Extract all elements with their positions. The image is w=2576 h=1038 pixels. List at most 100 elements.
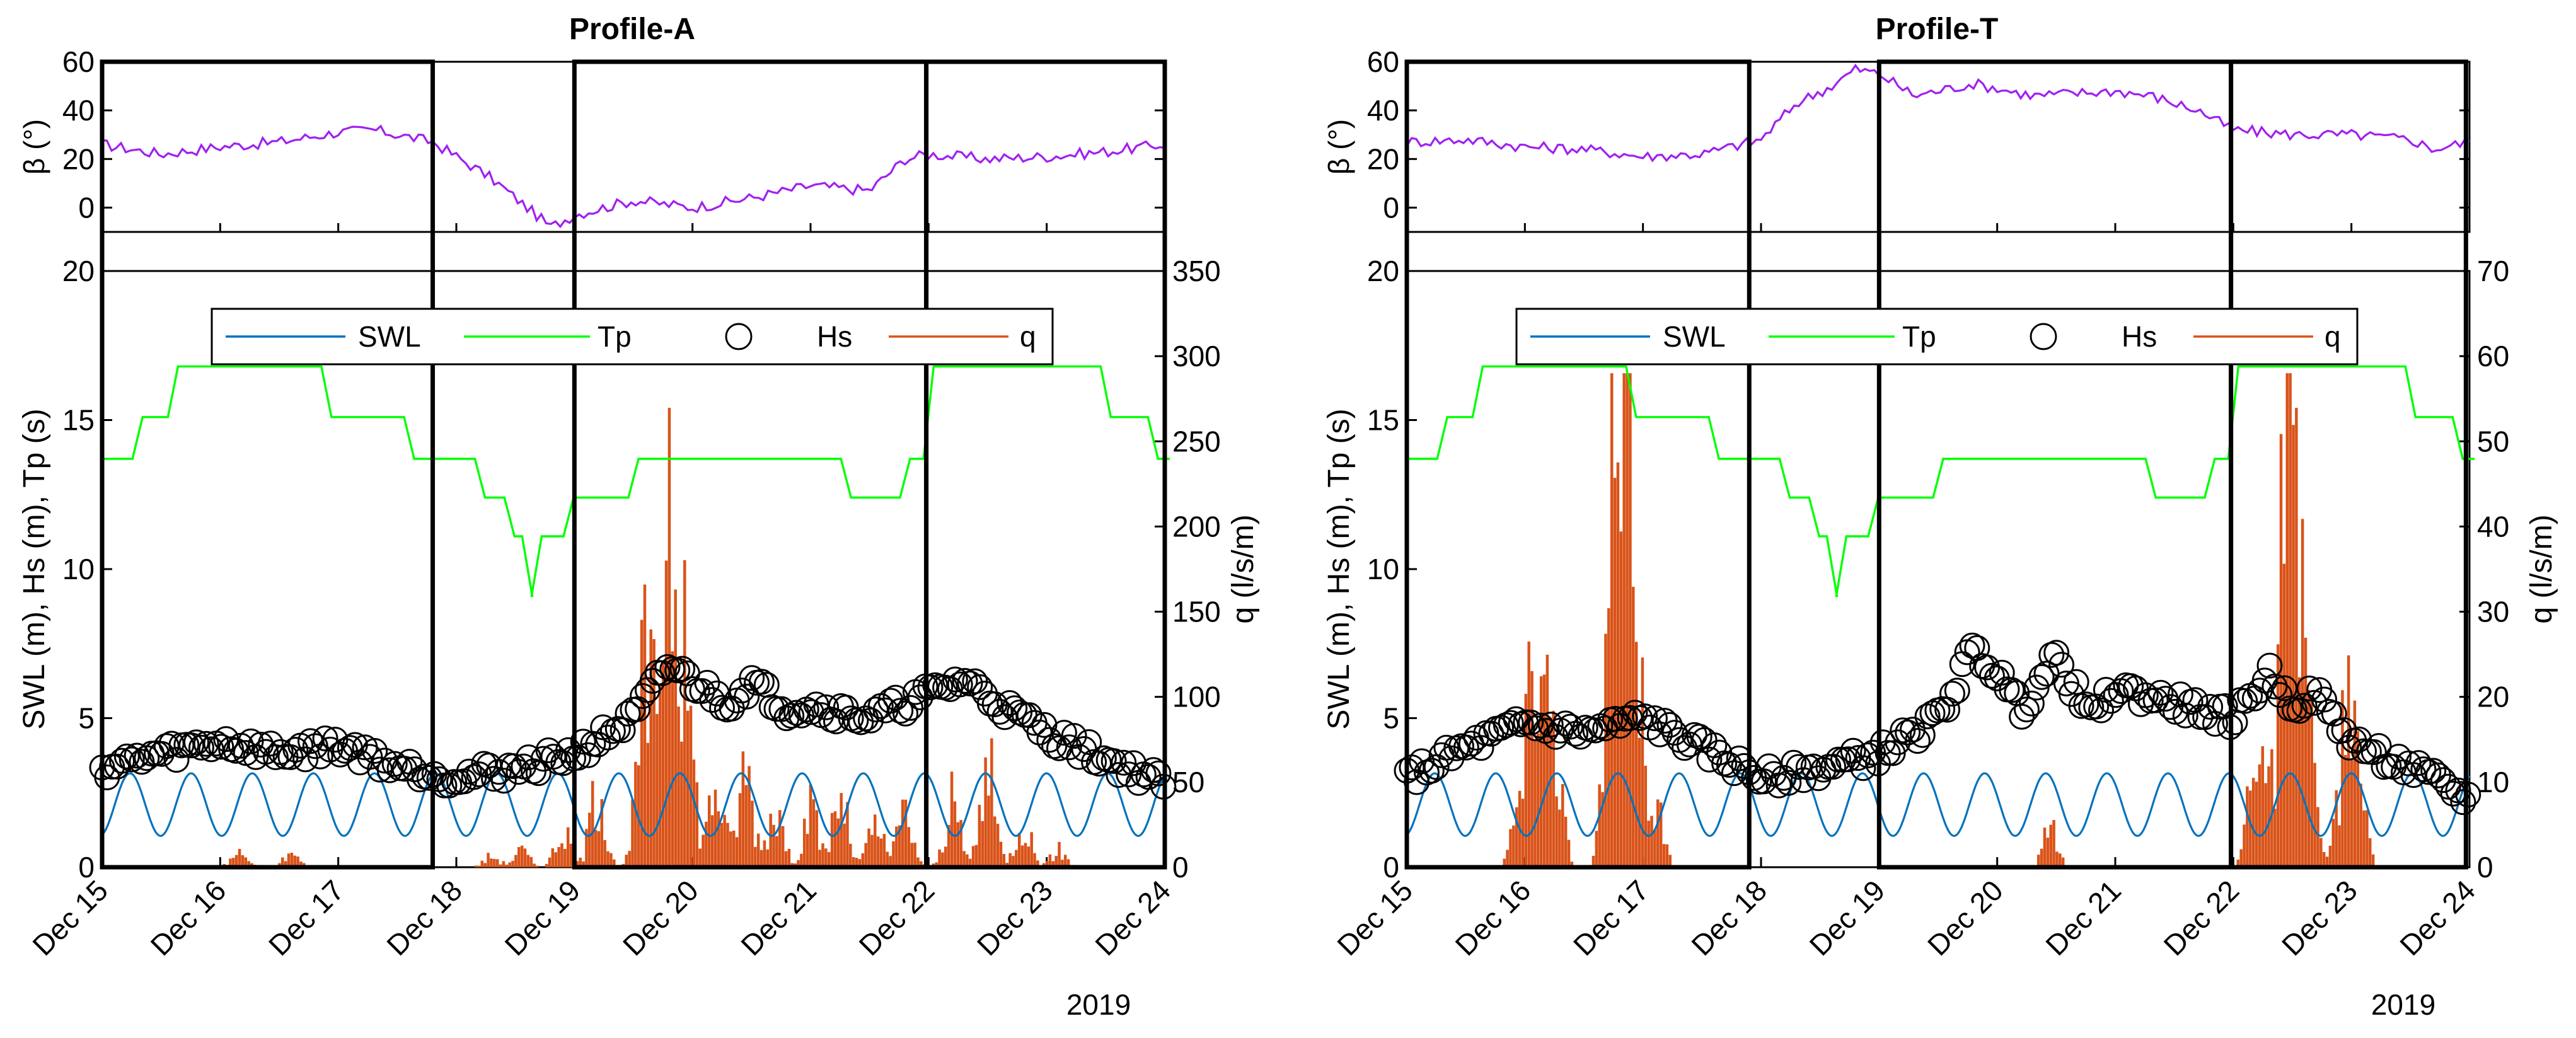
- q-bar: [1641, 657, 1644, 867]
- q-bar: [775, 836, 778, 867]
- q-bar: [2276, 644, 2280, 867]
- q-bar: [2292, 425, 2295, 867]
- q-bar: [962, 851, 966, 867]
- xtick-label: Dec 20: [616, 874, 705, 962]
- q-bar: [287, 853, 291, 867]
- q-bar: [560, 843, 563, 867]
- xtick-label: Dec 23: [2275, 874, 2364, 962]
- q-bar: [2255, 781, 2258, 867]
- hs-point: [565, 744, 591, 771]
- q-bar: [2261, 746, 2265, 867]
- hs-point: [2331, 717, 2357, 744]
- q-bar: [1512, 825, 1515, 867]
- q-bar: [2264, 783, 2267, 867]
- q-bar: [508, 862, 511, 867]
- q-bar: [855, 858, 858, 867]
- q-bar: [232, 858, 235, 867]
- main-ytick-right-label: 50: [2477, 425, 2509, 458]
- q-bar: [717, 811, 720, 867]
- q-bar: [656, 713, 659, 867]
- q-bar: [2273, 809, 2277, 867]
- q-bar: [901, 799, 904, 867]
- q-bar: [778, 810, 782, 867]
- xtick-label: Dec 20: [1921, 874, 2009, 962]
- main-ytick-left-label: 0: [1383, 851, 1399, 884]
- q-bar: [846, 802, 849, 867]
- main-ytick-left-label: 0: [78, 851, 95, 884]
- q-bar: [588, 812, 591, 867]
- beta-ytick-label: 0: [1383, 191, 1399, 224]
- xtick-label: Dec 22: [853, 874, 941, 962]
- xtick-label: Dec 17: [262, 874, 350, 962]
- q-bar: [910, 843, 913, 867]
- hs-point: [639, 667, 666, 694]
- hs-point: [238, 728, 264, 754]
- q-bar: [1061, 860, 1064, 867]
- q-bar: [935, 862, 938, 867]
- beta-axes-frame: [1406, 61, 2471, 233]
- beta-ytick-label: 0: [78, 191, 95, 224]
- hs-point: [481, 766, 507, 792]
- main-ytick-right-label: 70: [2477, 255, 2509, 287]
- q-bar: [956, 822, 960, 867]
- q-bar: [1017, 833, 1021, 867]
- q-bar: [895, 826, 898, 867]
- q-bar: [533, 863, 536, 867]
- q-bar: [603, 839, 606, 867]
- hs-point: [2212, 693, 2238, 719]
- q-bar: [1570, 862, 1574, 867]
- hs-point: [500, 753, 527, 780]
- q-bar: [493, 858, 496, 867]
- hs-point: [947, 671, 973, 698]
- hs-point: [2321, 700, 2347, 727]
- q-bar: [760, 850, 763, 867]
- hs-point: [986, 698, 1013, 725]
- q-bar: [238, 848, 241, 867]
- q-bar: [296, 856, 299, 867]
- q-bar: [879, 838, 883, 867]
- q-bar: [1012, 856, 1015, 867]
- beta-ylabel: β (°): [18, 119, 50, 175]
- q-bar: [299, 862, 303, 867]
- xtick-label: Dec 16: [1449, 874, 1537, 962]
- q-bar: [941, 852, 944, 867]
- q-bar: [241, 855, 245, 867]
- q-bar: [812, 799, 816, 867]
- hs-point: [1904, 728, 1931, 754]
- profile-t-title: Profile-T: [1876, 13, 1999, 46]
- q-bar: [2365, 810, 2369, 867]
- main-ytick-right-label: 250: [1172, 425, 1221, 458]
- q-bar: [692, 759, 696, 867]
- hs-point: [1909, 722, 1936, 748]
- q-bar: [2310, 701, 2313, 867]
- main-ytick-right-label: 300: [1172, 340, 1221, 372]
- q-bar: [2304, 637, 2307, 867]
- q-bar: [830, 812, 834, 867]
- main-ylabel-right: q (l/s/m): [1227, 514, 1260, 623]
- q-bar: [1595, 831, 1598, 867]
- q-bar: [833, 811, 837, 867]
- hs-point: [178, 732, 205, 759]
- hs-point: [1860, 739, 1886, 766]
- q-bar: [1613, 478, 1617, 867]
- hs-point: [1056, 734, 1082, 761]
- q-bar: [1530, 671, 1533, 867]
- legend-hs-label: Hs: [817, 320, 852, 353]
- hs-point: [778, 703, 805, 729]
- hs-point: [1100, 748, 1127, 774]
- q-bar: [2341, 690, 2344, 867]
- q-bar: [886, 851, 889, 867]
- hs-point: [1116, 761, 1142, 788]
- q-bar: [876, 836, 880, 867]
- q-bar: [483, 863, 487, 867]
- q-bar: [664, 560, 668, 867]
- q-bar: [514, 855, 517, 867]
- hs-point: [2450, 789, 2476, 816]
- main-ytick-left-label: 10: [62, 553, 95, 585]
- q-bar: [766, 849, 770, 867]
- beta-ytick-label: 60: [1367, 45, 1399, 78]
- hs-point: [957, 671, 983, 696]
- q-bar: [487, 853, 490, 867]
- q-bar: [649, 629, 652, 867]
- hs-point: [813, 694, 840, 720]
